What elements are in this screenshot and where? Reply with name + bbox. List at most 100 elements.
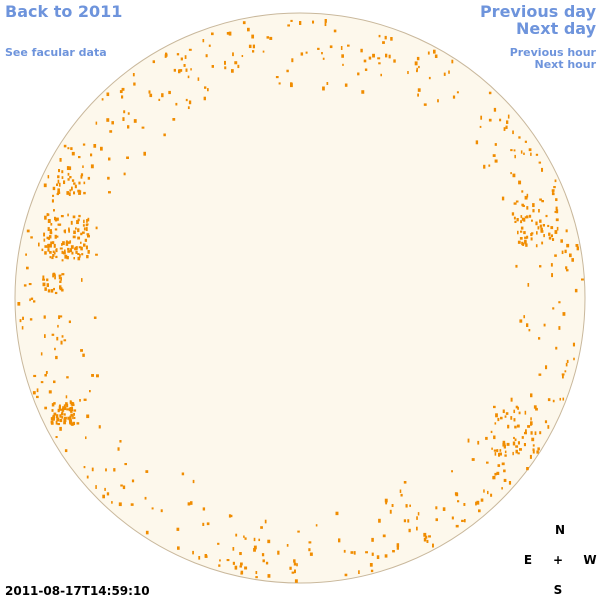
facula xyxy=(562,397,565,401)
facula xyxy=(524,240,527,245)
facula xyxy=(30,236,33,239)
facula xyxy=(69,407,73,411)
facula xyxy=(520,226,524,230)
facula xyxy=(121,87,125,91)
facula xyxy=(228,514,231,518)
facula xyxy=(87,250,90,254)
facula xyxy=(26,229,30,233)
facula xyxy=(239,552,242,556)
previous-day-link[interactable]: Previous day xyxy=(480,2,597,21)
facula xyxy=(427,51,430,55)
facula xyxy=(510,172,512,175)
facula xyxy=(550,263,553,267)
facula xyxy=(54,252,56,255)
facula xyxy=(423,537,427,542)
facula xyxy=(416,526,418,531)
facula xyxy=(309,552,313,556)
facula xyxy=(119,440,122,443)
facula xyxy=(82,224,85,227)
facula xyxy=(340,46,343,50)
facula xyxy=(538,209,540,213)
facula xyxy=(47,219,51,223)
facula xyxy=(82,353,85,357)
next-day-link[interactable]: Next day xyxy=(516,19,597,38)
facula xyxy=(185,98,188,102)
facula xyxy=(78,246,82,249)
facula xyxy=(455,492,459,497)
facula xyxy=(426,539,429,544)
facula xyxy=(562,312,566,316)
facula xyxy=(532,444,535,447)
facula xyxy=(365,551,368,554)
facula xyxy=(202,507,206,511)
facula xyxy=(145,470,149,473)
facula xyxy=(80,175,83,179)
facula xyxy=(457,500,460,503)
facula xyxy=(456,91,459,94)
facula xyxy=(517,441,520,445)
facula xyxy=(57,179,60,184)
facula xyxy=(521,203,524,207)
facula xyxy=(211,65,214,68)
facula xyxy=(363,59,367,63)
facula xyxy=(548,236,552,240)
facula xyxy=(514,154,516,159)
facula xyxy=(253,545,257,550)
solar-disk xyxy=(14,12,586,584)
facula xyxy=(59,158,62,162)
facula xyxy=(72,215,76,219)
facula xyxy=(293,562,297,566)
facula xyxy=(467,438,470,443)
facula xyxy=(62,251,66,255)
facula xyxy=(230,514,233,518)
facula xyxy=(187,502,191,506)
facula xyxy=(63,229,66,233)
facula xyxy=(70,220,73,225)
facula xyxy=(530,431,533,435)
facula xyxy=(67,416,71,420)
facula xyxy=(83,466,86,469)
facula xyxy=(61,411,64,415)
facula xyxy=(54,234,57,239)
facula xyxy=(54,291,58,295)
facula xyxy=(322,57,325,60)
facula xyxy=(66,408,70,411)
facula xyxy=(181,472,185,476)
facula xyxy=(119,90,123,94)
facula xyxy=(562,374,564,379)
facula xyxy=(528,148,532,152)
facula xyxy=(93,316,97,319)
facula xyxy=(536,450,539,454)
facular-data-link[interactable]: See facular data xyxy=(5,46,107,59)
facula xyxy=(83,181,86,185)
facula xyxy=(503,127,506,131)
facula xyxy=(228,31,232,36)
facula xyxy=(326,82,329,85)
facula xyxy=(515,200,519,203)
facula xyxy=(530,393,533,398)
facula xyxy=(416,56,420,61)
facula xyxy=(452,95,456,99)
facula xyxy=(59,247,63,250)
facula xyxy=(514,438,517,442)
facula xyxy=(539,224,542,228)
facula xyxy=(232,52,234,57)
facula xyxy=(63,180,66,185)
next-hour-link[interactable]: Next hour xyxy=(535,58,597,71)
facula xyxy=(399,489,402,493)
facula xyxy=(443,72,446,76)
back-link[interactable]: Back to 2011 xyxy=(5,2,122,21)
previous-hour-link[interactable]: Previous hour xyxy=(510,46,597,59)
facula xyxy=(515,449,518,454)
facula xyxy=(56,183,58,187)
facula xyxy=(208,44,211,47)
facula xyxy=(101,98,104,101)
facula xyxy=(358,570,360,575)
facula xyxy=(71,151,75,156)
facula xyxy=(50,241,53,245)
facula xyxy=(504,454,507,457)
facula xyxy=(526,235,529,239)
facula xyxy=(508,481,512,485)
compass-north: N xyxy=(555,523,565,537)
facula xyxy=(73,257,76,260)
